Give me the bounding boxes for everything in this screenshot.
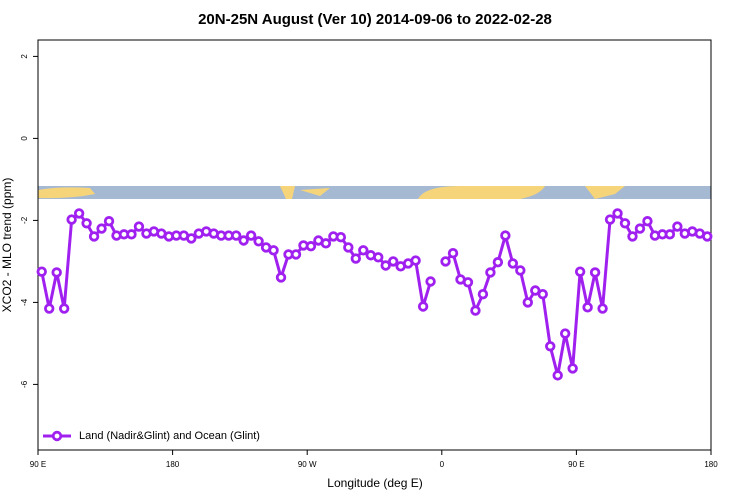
data-point (417, 301, 429, 312)
x-tick-label: 0 (440, 460, 445, 469)
data-point (51, 267, 62, 278)
data-point (485, 267, 496, 278)
data-point (350, 253, 362, 264)
map-band (38, 186, 711, 199)
data-point (268, 245, 279, 256)
data-point (522, 297, 533, 308)
data-point (627, 231, 638, 242)
data-point (597, 303, 608, 314)
data-point (230, 230, 242, 241)
data-point (425, 276, 436, 287)
legend-label: Land (Nadir&Glint) and Ocean (Glint) (79, 430, 260, 442)
x-axis-label: Longitude (deg E) (327, 476, 422, 490)
data-point (73, 208, 85, 219)
data-point (589, 267, 601, 278)
chart-title: 20N-25N August (Ver 10) 2014-09-06 to 20… (198, 11, 552, 28)
data-point (500, 230, 511, 241)
data-point (245, 230, 257, 241)
y-tick-label: 0 (20, 136, 29, 141)
x-tick-label: 180 (166, 460, 180, 469)
data-point (58, 303, 70, 314)
data-point (664, 229, 676, 240)
x-tick-label: 90 E (568, 460, 584, 469)
data-point (470, 305, 481, 316)
data-point (103, 216, 115, 227)
data-point (515, 265, 526, 276)
data-point (81, 218, 92, 229)
data-point (672, 221, 683, 232)
data-point (275, 272, 287, 283)
data-point (96, 223, 107, 234)
data-point (44, 303, 55, 314)
data-point (126, 229, 137, 240)
data-point (66, 214, 77, 225)
data-point (358, 245, 369, 256)
data-point (552, 370, 563, 381)
x-tick-label: 180 (704, 460, 718, 469)
data-point (604, 214, 616, 225)
data-point (88, 231, 100, 242)
data-point (559, 328, 571, 339)
data-point (36, 266, 47, 277)
data-point (305, 241, 317, 252)
y-tick-label: 2 (20, 54, 29, 59)
y-tick-label: -2 (20, 216, 29, 224)
data-point (567, 363, 578, 374)
data-line (40, 211, 708, 376)
data-point (462, 277, 474, 288)
data-point (642, 216, 653, 227)
data-point (186, 233, 197, 244)
data-point (477, 289, 489, 300)
y-axis-label: XCO2 - MLO trend (ppm) (0, 178, 14, 313)
data-point (380, 260, 391, 271)
data-point (582, 302, 593, 313)
data-point (545, 341, 556, 352)
data-point (447, 247, 459, 259)
y-tick-label: -4 (20, 298, 29, 306)
data-point (335, 232, 347, 243)
legend-marker (51, 430, 63, 442)
data-point (410, 255, 421, 266)
data-point (492, 257, 504, 268)
x-tick-label: 90 W (298, 460, 317, 469)
data-point (253, 236, 264, 247)
data-point (612, 208, 623, 219)
data-point (238, 235, 249, 246)
plot-frame (37, 39, 712, 451)
data-point (387, 256, 399, 267)
data-point (440, 256, 451, 267)
data-point (507, 258, 519, 269)
y-tick-label: -6 (20, 380, 29, 388)
data-point (343, 242, 354, 253)
data-point (619, 218, 631, 229)
data-point (290, 249, 302, 260)
x-tick-label: 90 E (30, 460, 46, 469)
data-point (634, 223, 646, 234)
data-point (574, 266, 586, 277)
data-point (133, 221, 145, 232)
data-point (702, 231, 713, 242)
data-point (373, 252, 384, 263)
data-point (530, 285, 541, 296)
data-point (537, 289, 548, 300)
data-point (320, 238, 332, 249)
